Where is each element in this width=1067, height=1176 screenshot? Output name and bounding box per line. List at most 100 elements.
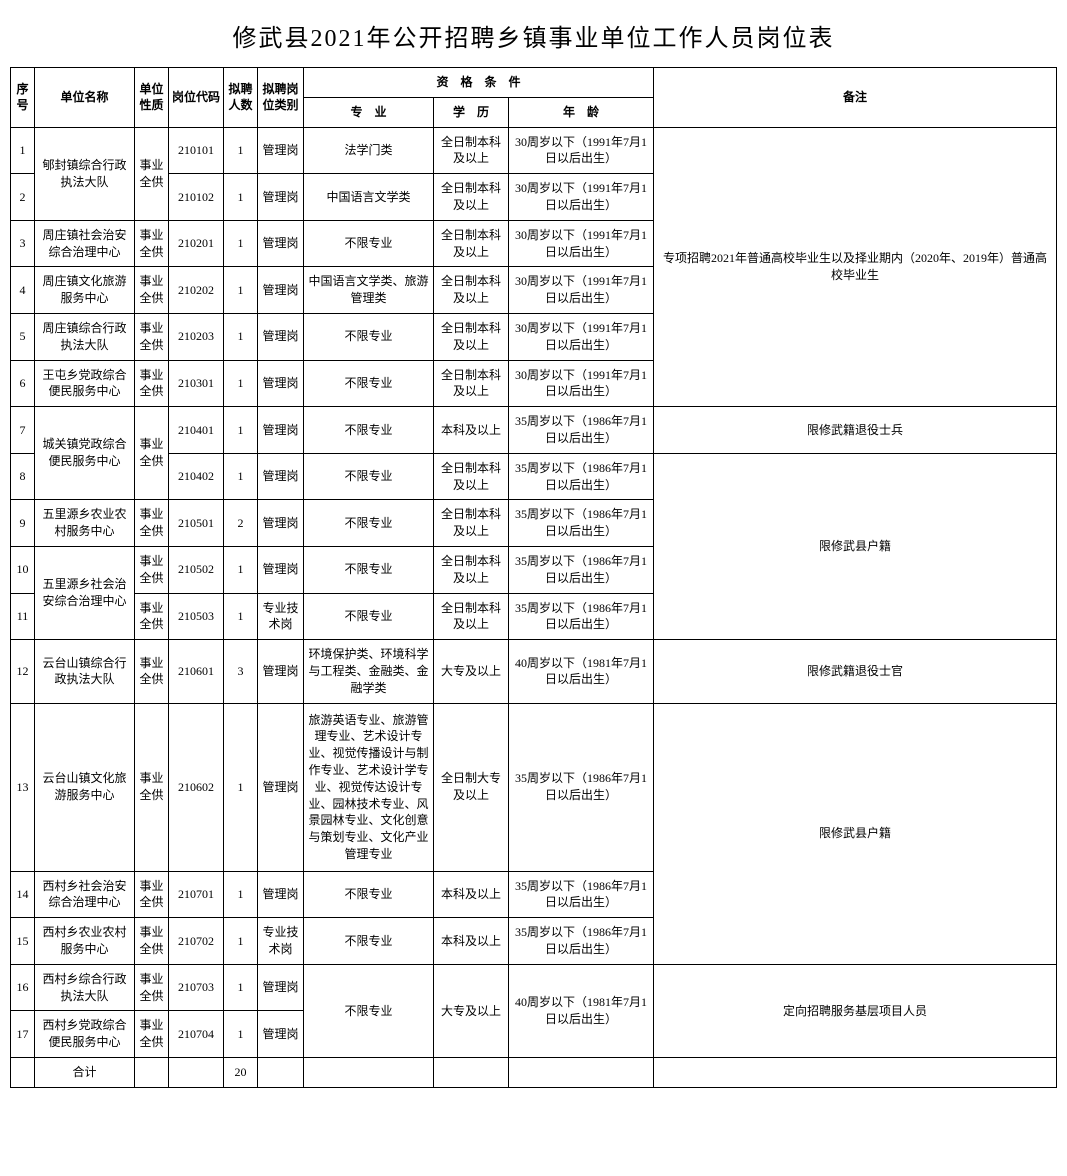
cell-edu: 全日制本科及以上 [434,127,509,174]
cell-code: 210501 [169,500,224,547]
recruitment-table: 序号 单位名称 单位性质 岗位代码 拟聘人数 拟聘岗位类别 资 格 条 件 备注… [10,67,1057,1088]
cell-num: 1 [224,871,258,918]
cell-code: 210704 [169,1011,224,1058]
cell-seq: 15 [11,918,35,965]
cell-note: 限修武县户籍 [654,703,1057,964]
cell-unit: 西村乡社会治安综合治理中心 [35,871,135,918]
cell-note: 定向招聘服务基层项目人员 [654,964,1057,1057]
cell-unit: 西村乡综合行政执法大队 [35,964,135,1011]
cell-seq: 16 [11,964,35,1011]
cell-edu: 大专及以上 [434,964,509,1057]
cell-num: 1 [224,918,258,965]
cell-unit: 郇封镇综合行政执法大队 [35,127,135,220]
cell-major: 不限专业 [304,918,434,965]
cell-note: 专项招聘2021年普通高校毕业生以及择业期内（2020年、2019年）普通高校毕… [654,127,1057,407]
cell-unit: 周庄镇社会治安综合治理中心 [35,220,135,267]
cell-unit: 云台山镇综合行政执法大队 [35,640,135,703]
cell-code: 210502 [169,546,224,593]
cell-num: 3 [224,640,258,703]
cell-unit: 五里源乡社会治安综合治理中心 [35,546,135,639]
cell-code: 210301 [169,360,224,407]
cell-unit: 王屯乡党政综合便民服务中心 [35,360,135,407]
cell-total-num: 20 [224,1058,258,1088]
cell-nature: 事业全供 [135,360,169,407]
cell-edu: 全日制本科及以上 [434,593,509,640]
cell-total-label: 合计 [35,1058,135,1088]
cell-age: 30周岁以下（1991年7月1日以后出生） [509,360,654,407]
cell-seq: 7 [11,407,35,454]
cell-num: 1 [224,703,258,871]
cell-unit: 西村乡党政综合便民服务中心 [35,1011,135,1058]
cell-major: 不限专业 [304,313,434,360]
th-code: 岗位代码 [169,68,224,128]
cell-code: 210402 [169,453,224,500]
cell-cat: 专业技术岗 [258,593,304,640]
th-nature: 单位性质 [135,68,169,128]
cell-major: 不限专业 [304,593,434,640]
cell-cat: 管理岗 [258,640,304,703]
cell-num: 1 [224,1011,258,1058]
th-num: 拟聘人数 [224,68,258,128]
cell-edu: 全日制本科及以上 [434,313,509,360]
cell-num: 1 [224,313,258,360]
cell-seq: 10 [11,546,35,593]
cell-num: 1 [224,593,258,640]
cell-code: 210401 [169,407,224,454]
cell-edu: 本科及以上 [434,918,509,965]
cell-unit: 周庄镇综合行政执法大队 [35,313,135,360]
cell-cat: 专业技术岗 [258,918,304,965]
cell-cat: 管理岗 [258,174,304,221]
cell-nature: 事业全供 [135,593,169,640]
cell-code: 210503 [169,593,224,640]
cell-major: 不限专业 [304,360,434,407]
cell-nature: 事业全供 [135,127,169,220]
page-title: 修武县2021年公开招聘乡镇事业单位工作人员岗位表 [10,18,1057,53]
cell-edu: 全日制本科及以上 [434,546,509,593]
cell-major: 环境保护类、环境科学与工程类、金融类、金融学类 [304,640,434,703]
cell-edu: 全日制本科及以上 [434,500,509,547]
cell-code: 210102 [169,174,224,221]
cell-age: 40周岁以下（1981年7月1日以后出生） [509,640,654,703]
cell-age: 30周岁以下（1991年7月1日以后出生） [509,127,654,174]
cell-num: 1 [224,964,258,1011]
cell-cat: 管理岗 [258,871,304,918]
cell-cat: 管理岗 [258,453,304,500]
cell-num: 2 [224,500,258,547]
cell-note: 限修武县户籍 [654,453,1057,639]
cell-seq: 17 [11,1011,35,1058]
cell-seq: 3 [11,220,35,267]
cell-edu: 本科及以上 [434,871,509,918]
cell-major: 不限专业 [304,453,434,500]
cell-num: 1 [224,407,258,454]
cell-age: 35周岁以下（1986年7月1日以后出生） [509,546,654,593]
cell-note: 限修武籍退役士兵 [654,407,1057,454]
cell-age: 35周岁以下（1986年7月1日以后出生） [509,453,654,500]
cell-cat: 管理岗 [258,1011,304,1058]
cell-edu: 全日制本科及以上 [434,360,509,407]
cell-cat: 管理岗 [258,267,304,314]
cell-edu: 全日制本科及以上 [434,453,509,500]
cell-code: 210203 [169,313,224,360]
cell-major: 中国语言文学类、旅游管理类 [304,267,434,314]
table-row: 12 云台山镇综合行政执法大队 事业全供 210601 3 管理岗 环境保护类、… [11,640,1057,703]
cell-age: 35周岁以下（1986年7月1日以后出生） [509,407,654,454]
cell-unit: 城关镇党政综合便民服务中心 [35,407,135,500]
cell-seq: 4 [11,267,35,314]
cell-empty [169,1058,224,1088]
cell-empty [11,1058,35,1088]
cell-nature: 事业全供 [135,546,169,593]
cell-empty [654,1058,1057,1088]
cell-empty [135,1058,169,1088]
table-row: 1 郇封镇综合行政执法大队 事业全供 210101 1 管理岗 法学门类 全日制… [11,127,1057,174]
cell-nature: 事业全供 [135,313,169,360]
cell-seq: 6 [11,360,35,407]
cell-code: 210101 [169,127,224,174]
cell-age: 35周岁以下（1986年7月1日以后出生） [509,871,654,918]
cell-num: 1 [224,127,258,174]
th-qual: 资 格 条 件 [304,68,654,98]
cell-nature: 事业全供 [135,1011,169,1058]
cell-age: 35周岁以下（1986年7月1日以后出生） [509,593,654,640]
cell-num: 1 [224,453,258,500]
cell-major: 不限专业 [304,964,434,1057]
cell-empty [434,1058,509,1088]
